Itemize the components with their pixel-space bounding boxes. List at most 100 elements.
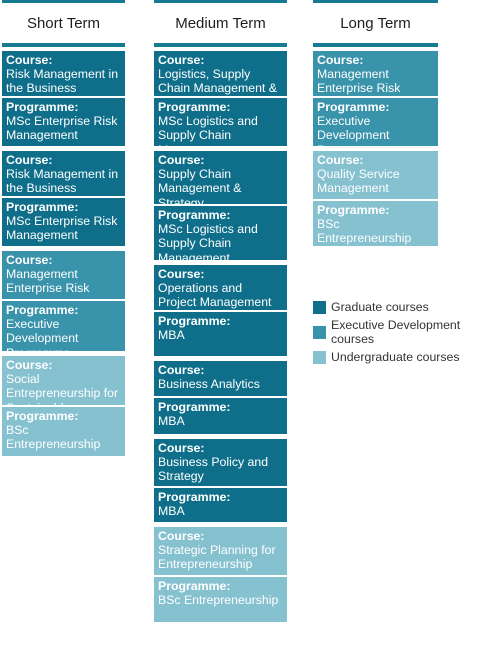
programme-box: Programme: MSc Enterprise Risk Managemen… xyxy=(2,98,125,146)
programme-label: Programme: xyxy=(158,314,231,328)
course-label: Course: xyxy=(158,441,205,455)
legend-item-executive: Executive Development courses xyxy=(313,318,490,346)
course-block: Course: Business Analytics Programme: MB… xyxy=(154,361,287,434)
course-block: Course: Quality Service Management Progr… xyxy=(313,151,438,246)
column-top-rule xyxy=(2,0,125,3)
course-name: Logistics, Supply Chain Management & Str… xyxy=(158,67,277,96)
programme-name: MSc Enterprise Risk Management xyxy=(6,214,118,243)
column-header-rule xyxy=(313,43,438,47)
column-title: Medium Term xyxy=(175,15,266,32)
programme-box: Programme: MBA xyxy=(154,398,287,434)
course-box: Course: Strategic Planning for Entrepren… xyxy=(154,527,287,575)
legend: Graduate courses Executive Development c… xyxy=(313,298,490,373)
programme-box: Programme: MSc Logistics and Supply Chai… xyxy=(154,98,287,146)
course-label: Course: xyxy=(6,253,53,267)
course-label: Course: xyxy=(6,53,53,67)
course-block: Course: Business Policy and Strategy Pro… xyxy=(154,439,287,522)
course-block: Course: Logistics, Supply Chain Manageme… xyxy=(154,51,287,146)
programme-box: Programme: MBA xyxy=(154,488,287,522)
legend-item-graduate: Graduate courses xyxy=(313,298,490,316)
programme-name: MSc Logistics and Supply Chain Managemen… xyxy=(158,222,258,260)
programme-name: BSc Entrepreneurship xyxy=(158,593,279,608)
legend-label: Executive Development courses xyxy=(331,318,461,346)
programme-label: Programme: xyxy=(317,100,390,114)
course-label: Course: xyxy=(158,267,205,281)
course-name: Management Enterprise Risk xyxy=(317,67,401,96)
course-label: Course: xyxy=(158,529,205,543)
course-label: Course: xyxy=(317,153,364,167)
programme-label: Programme: xyxy=(158,400,231,414)
programme-box: Programme: MBA xyxy=(154,312,287,356)
programme-box: Programme: MSc Logistics and Supply Chai… xyxy=(154,206,287,260)
programme-label: Programme: xyxy=(6,409,79,423)
column-title: Short Term xyxy=(26,15,101,32)
course-block: Course: Supply Chain Management & Strate… xyxy=(154,151,287,260)
course-block: Course: Management Enterprise Risk Progr… xyxy=(2,251,125,351)
programme-box: Programme: BSc Entrepreneurship xyxy=(2,407,125,456)
programme-label: Programme: xyxy=(6,200,79,214)
course-name: Supply Chain Management & Strategy xyxy=(158,167,242,204)
legend-label: Graduate courses xyxy=(331,300,429,314)
programme-box: Programme: Executive Development Program… xyxy=(2,301,125,351)
programme-box: Programme: BSc Entrepreneurship xyxy=(313,201,438,246)
course-box: Course: Operations and Project Managemen… xyxy=(154,265,287,310)
legend-swatch xyxy=(313,325,326,339)
programme-label: Programme: xyxy=(317,203,390,217)
course-box: Course: Social Entrepreneurship for Sust… xyxy=(2,356,125,405)
column-top-rule xyxy=(154,0,287,3)
programme-box: Programme: BSc Entrepreneurship xyxy=(154,577,287,622)
column-top-rule xyxy=(313,0,438,3)
programme-label: Programme: xyxy=(158,208,231,222)
course-box: Course: Risk Management in the Business … xyxy=(2,151,125,196)
programme-label: Programme: xyxy=(6,303,79,317)
course-block: Course: Risk Management in the Business … xyxy=(2,151,125,246)
course-label: Course: xyxy=(317,53,364,67)
programme-label: Programme: xyxy=(6,100,79,114)
course-name: Business Analytics xyxy=(158,377,260,392)
legend-swatch xyxy=(313,300,326,314)
programme-name: Executive Development Programme xyxy=(6,317,79,351)
column-medium-term: Medium Term Course: Logistics, Supply Ch… xyxy=(154,0,287,627)
programme-label: Programme: xyxy=(158,579,231,593)
course-name: Quality Service Management xyxy=(317,167,400,196)
course-box: Course: Management Enterprise Risk xyxy=(2,251,125,299)
column-header-rule xyxy=(2,43,125,47)
course-box: Course: Logistics, Supply Chain Manageme… xyxy=(154,51,287,96)
course-box: Course: Risk Management in the Business … xyxy=(2,51,125,96)
course-label: Course: xyxy=(158,153,205,167)
course-name: Operations and Project Management xyxy=(158,281,272,310)
course-box: Course: Business Analytics xyxy=(154,361,287,396)
legend-label: Undergraduate courses xyxy=(331,350,460,364)
course-name: Risk Management in the Business Enterpri… xyxy=(6,167,119,196)
programme-name: BSc Entrepreneurship xyxy=(6,423,101,452)
legend-item-undergraduate: Undergraduate courses xyxy=(313,348,490,366)
course-block: Course: Social Entrepreneurship for Sust… xyxy=(2,356,125,456)
course-name: Strategic Planning for Entrepreneurship xyxy=(158,543,276,572)
course-name: Risk Management in the Business Enterpri… xyxy=(6,67,119,96)
course-block: Course: Strategic Planning for Entrepren… xyxy=(154,527,287,622)
programme-label: Programme: xyxy=(158,100,231,114)
programme-label: Programme: xyxy=(158,490,231,504)
course-label: Course: xyxy=(6,153,53,167)
programme-name: MBA xyxy=(158,414,185,429)
course-label: Course: xyxy=(6,358,53,372)
column-short-term: Short Term Course: Risk Management in th… xyxy=(2,0,125,461)
course-box: Course: Supply Chain Management & Strate… xyxy=(154,151,287,204)
programme-name: MSc Logistics and Supply Chain Managemen… xyxy=(158,114,258,146)
course-box: Course: Management Enterprise Risk xyxy=(313,51,438,96)
programme-name: Executive Development Programme xyxy=(317,114,390,146)
legend-swatch xyxy=(313,350,326,364)
course-box: Course: Quality Service Management xyxy=(313,151,438,199)
programme-name: BSc Entrepreneurship xyxy=(317,217,412,246)
course-block: Course: Operations and Project Managemen… xyxy=(154,265,287,356)
programme-box: Programme: Executive Development Program… xyxy=(313,98,438,146)
course-name: Business Policy and Strategy xyxy=(158,455,269,484)
course-label: Course: xyxy=(158,53,205,67)
course-name: Social Entrepreneurship for Sustainable xyxy=(6,372,119,405)
programme-box: Programme: MSc Enterprise Risk Managemen… xyxy=(2,198,125,246)
course-box: Course: Business Policy and Strategy xyxy=(154,439,287,486)
programme-name: MBA xyxy=(158,328,185,343)
course-label: Course: xyxy=(158,363,205,377)
column-title: Long Term xyxy=(340,15,411,32)
course-name: Management Enterprise Risk xyxy=(6,267,90,296)
